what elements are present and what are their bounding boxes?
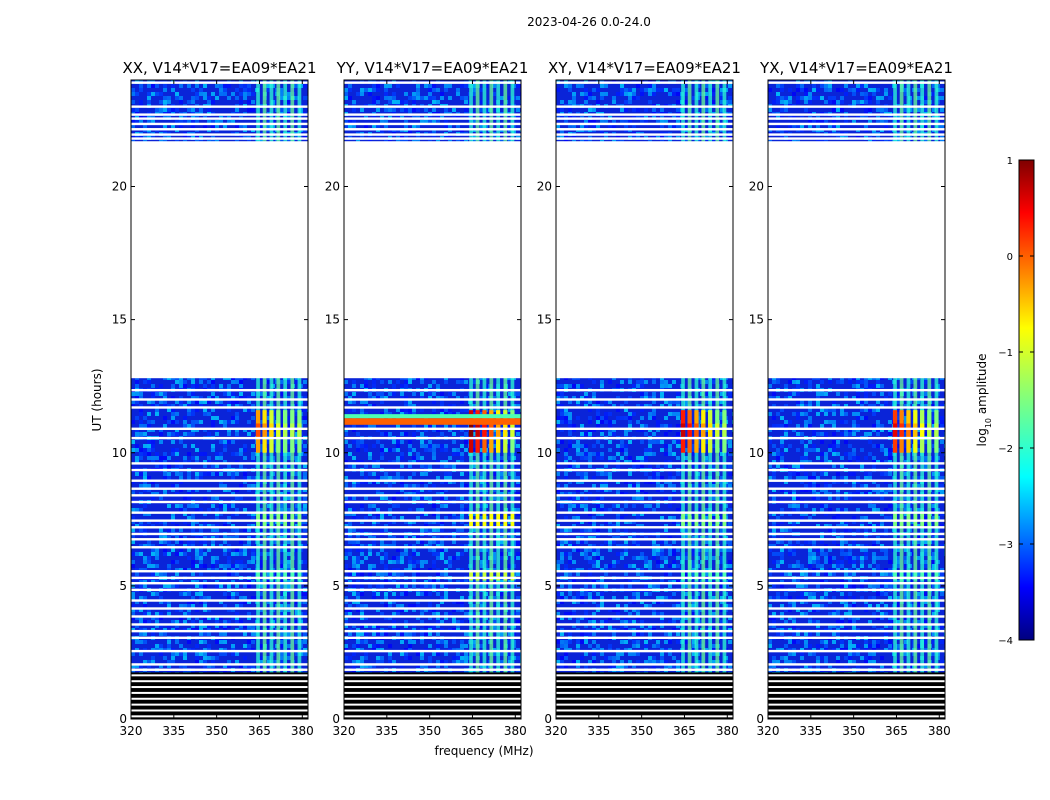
colorbar-tick-label: 1: [1007, 156, 1013, 167]
y-tick-label: 10: [112, 446, 127, 460]
y-tick-label: 20: [325, 180, 340, 194]
panel-frame: [343, 79, 522, 720]
x-tick-label: 365: [461, 724, 484, 738]
colorbar: 1 0 −1 −2 −3 −4 log10 amplitude: [975, 156, 1035, 647]
colorbar-tick-label: −4: [998, 636, 1013, 647]
y-tick-label: 5: [756, 579, 764, 593]
x-tick-label: 350: [630, 724, 653, 738]
x-tick-label: 365: [885, 724, 908, 738]
x-tick-label: 350: [842, 724, 865, 738]
x-tick-label: 320: [120, 724, 143, 738]
y-tick-label: 10: [537, 446, 552, 460]
x-tick-label: 335: [587, 724, 610, 738]
y-tick-label: 15: [537, 313, 552, 327]
panel-frame: [555, 79, 734, 720]
y-tick-label: 20: [537, 180, 552, 194]
x-tick-label: 350: [205, 724, 228, 738]
y-tick-label: 10: [325, 446, 340, 460]
y-tick-label: 0: [756, 712, 764, 726]
colorbar-label: log10 amplitude: [975, 354, 993, 447]
x-tick-label: 380: [504, 724, 527, 738]
x-tick-label: 380: [928, 724, 951, 738]
y-tick-label: 0: [332, 712, 340, 726]
panel-3: XY, V14*V17=EA09*EA21 320 335 350 365 380 0 5 10…: [537, 59, 741, 738]
colorbar-gradient: [1018, 159, 1035, 641]
colorbar-tick-label: −2: [998, 444, 1013, 455]
panel-title: XY, V14*V17=EA09*EA21: [548, 59, 741, 77]
y-tick-label: 15: [749, 313, 764, 327]
x-axis-label: frequency (MHz): [434, 744, 533, 758]
panel-heatmap: [556, 80, 733, 719]
y-tick-label: 5: [332, 579, 340, 593]
panel-title: YX, V14*V17=EA09*EA21: [759, 59, 953, 77]
x-tick-label: 365: [248, 724, 271, 738]
x-tick-label: 335: [375, 724, 398, 738]
y-tick-label: 10: [749, 446, 764, 460]
colorbar-tick-label: −3: [998, 540, 1013, 551]
x-tick-label: 335: [799, 724, 822, 738]
panel-heatmap: [131, 80, 308, 719]
x-tick-label: 380: [716, 724, 739, 738]
y-tick-label: 5: [544, 579, 552, 593]
y-tick-label: 0: [119, 712, 127, 726]
panel-frame: [767, 79, 946, 720]
x-tick-label: 350: [418, 724, 441, 738]
y-tick-label: 20: [112, 180, 127, 194]
figure-title: 2023-04-26 0.0-24.0: [527, 15, 651, 29]
panel-2: YY, V14*V17=EA09*EA21 320 335 350 365 380 0 5 10…: [325, 59, 529, 738]
y-tick-label: 15: [112, 313, 127, 327]
panel-title: YY, V14*V17=EA09*EA21: [336, 59, 529, 77]
y-tick-label: 20: [749, 180, 764, 194]
x-tick-label: 335: [162, 724, 185, 738]
colorbar-tick-label: 0: [1007, 252, 1013, 263]
y-tick-label: 0: [544, 712, 552, 726]
panel-heatmap: [344, 80, 521, 719]
x-tick-label: 320: [545, 724, 568, 738]
x-tick-label: 365: [673, 724, 696, 738]
x-tick-label: 320: [333, 724, 356, 738]
y-tick-label: 5: [119, 579, 127, 593]
y-tick-label: 15: [325, 313, 340, 327]
colorbar-tick-label: −1: [998, 348, 1013, 359]
x-tick-label: 380: [291, 724, 314, 738]
panel-4: YX, V14*V17=EA09*EA21 320 335 350 365 380 0 5 10…: [749, 59, 953, 738]
panel-frame: [130, 79, 309, 720]
panel-title: XX, V14*V17=EA09*EA21: [122, 59, 316, 77]
panel-heatmap: [768, 80, 945, 719]
y-axis-label: UT (hours): [90, 368, 104, 431]
panel-1: XX, V14*V17=EA09*EA21 320 335 350 365 380 0 5 10…: [112, 59, 317, 738]
x-tick-label: 320: [757, 724, 780, 738]
